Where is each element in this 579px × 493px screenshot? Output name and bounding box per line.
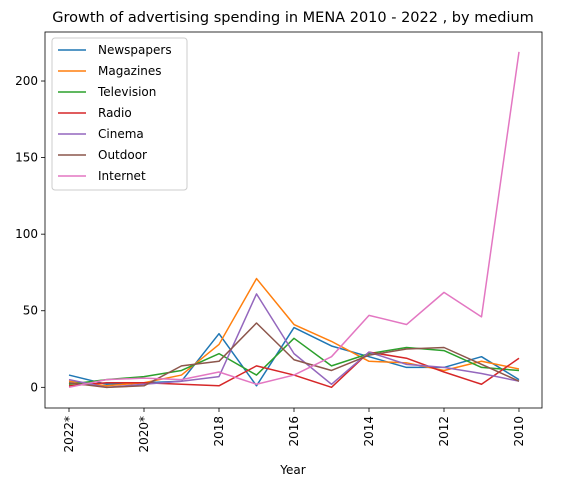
series-line-internet: [68, 51, 520, 389]
x-tick-label: 2014: [362, 416, 376, 447]
legend-label: Outdoor: [98, 148, 147, 162]
legend-label: Magazines: [98, 64, 162, 78]
y-tick-label: 150: [15, 151, 38, 165]
legend: Newspapers Magazines Television Radio Cinema…: [51, 37, 188, 191]
legend-label: Radio: [98, 106, 132, 120]
y-tick-label: 50: [23, 304, 38, 318]
y-tick-label: 200: [15, 74, 38, 88]
legend-label: Newspapers: [98, 43, 172, 57]
x-tick-label: 2020*: [137, 416, 151, 453]
legend-label: Television: [97, 85, 156, 99]
x-tick-label: 2012: [437, 416, 451, 447]
legend-label: Cinema: [98, 127, 144, 141]
x-tick-label: 2022*: [62, 416, 76, 453]
y-tick-label: 0: [30, 380, 38, 394]
series-line-magazines: [68, 277, 520, 387]
x-tick-label: 2018: [212, 416, 226, 447]
y-tick-label: 100: [15, 227, 38, 241]
plot-area: 0 50 100 150 200 2022* 2020* 2018 2016 2014 2012 20…: [15, 31, 543, 453]
x-axis-label: Year: [279, 463, 305, 477]
legend-box: [51, 37, 188, 191]
chart-title: Growth of advertising spending in MENA 2…: [52, 10, 534, 26]
x-tick-label: 2016: [287, 416, 301, 447]
legend-label: Internet: [98, 169, 146, 183]
series-line-television: [68, 337, 520, 386]
series-line-cinema: [68, 293, 520, 389]
x-tick-label: 2010: [512, 416, 526, 447]
series-line-outdoor: [68, 322, 520, 389]
axes-frame: [44, 31, 543, 409]
series-line-radio: [68, 351, 520, 389]
